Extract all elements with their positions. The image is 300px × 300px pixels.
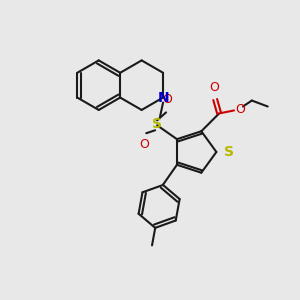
Text: O: O <box>162 94 172 106</box>
Text: O: O <box>235 103 245 116</box>
Text: O: O <box>139 138 149 151</box>
Text: S: S <box>224 145 234 159</box>
Text: S: S <box>152 117 162 131</box>
Text: O: O <box>209 81 219 94</box>
Text: N: N <box>157 91 169 105</box>
